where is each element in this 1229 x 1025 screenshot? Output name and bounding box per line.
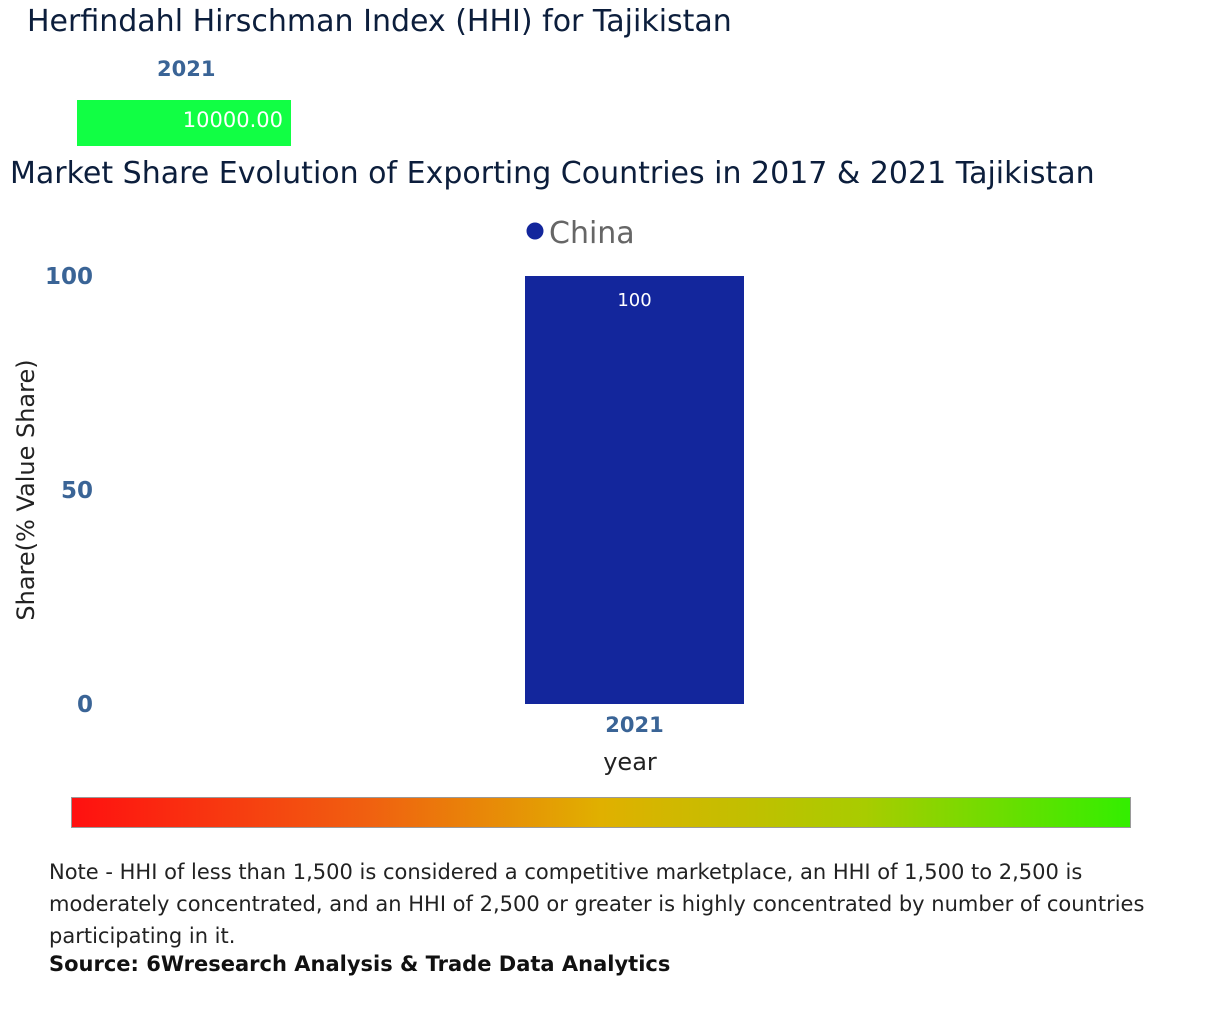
y-tick-label-0: 0: [77, 692, 93, 718]
hhi-value-box: 10000.00: [77, 100, 291, 146]
market-share-chart: China 100 50 0 Share(% Value Share) 100 …: [12, 216, 744, 776]
legend-label-china: China: [549, 216, 635, 251]
y-axis: 100 50 0: [45, 264, 93, 718]
chart-legend[interactable]: China: [526, 216, 635, 251]
bar-value-label: 100: [617, 290, 651, 311]
chart-title: Market Share Evolution of Exporting Coun…: [10, 156, 1095, 191]
legend-marker-china: [526, 222, 544, 240]
y-axis-title: Share(% Value Share): [12, 359, 40, 620]
hhi-year-label: 2021: [157, 57, 216, 81]
source-text: Source: 6Wresearch Analysis & Trade Data…: [49, 952, 671, 976]
note-text: Note - HHI of less than 1,500 is conside…: [49, 860, 1145, 948]
hhi-color-scale: [71, 797, 1131, 828]
y-tick-label-50: 50: [61, 478, 93, 504]
bars: 100: [525, 276, 744, 704]
y-tick-label-100: 100: [45, 264, 93, 290]
bar-china-2021[interactable]: [525, 276, 744, 704]
hhi-title: Herfindahl Hirschman Index (HHI) for Taj…: [27, 4, 732, 39]
x-tick-label-2021: 2021: [605, 713, 663, 737]
x-axis-title: year: [603, 748, 657, 776]
